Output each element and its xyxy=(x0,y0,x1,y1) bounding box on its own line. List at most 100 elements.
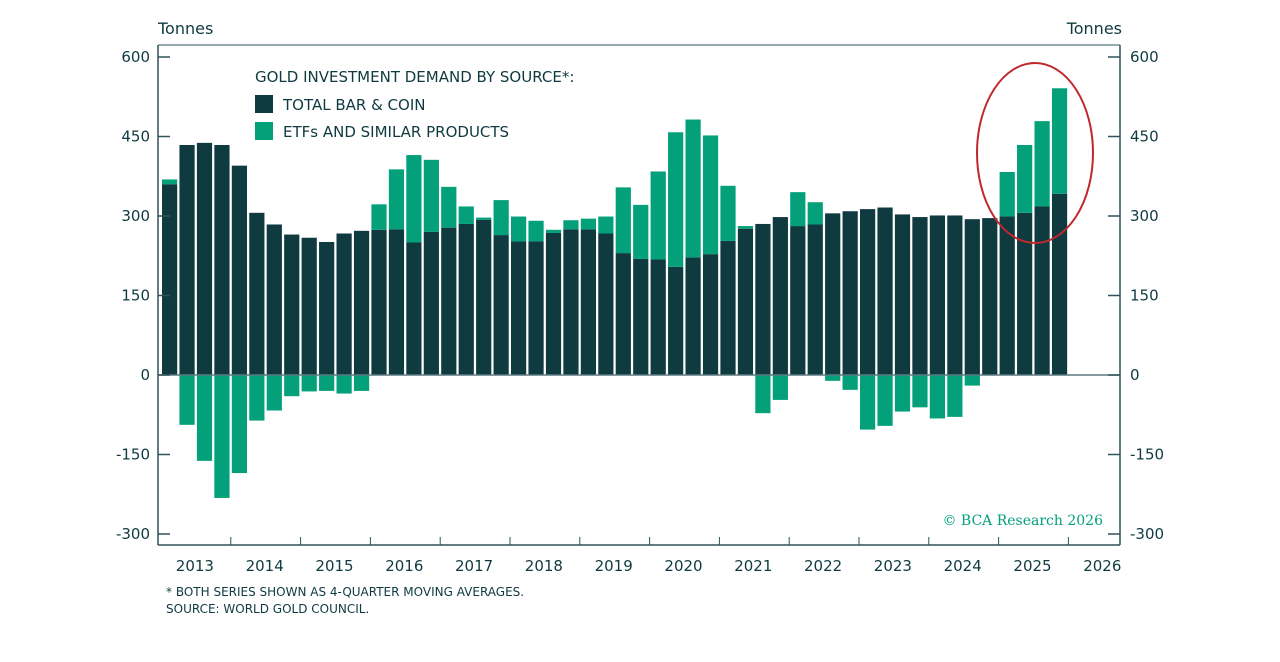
bar-coin-bar xyxy=(720,240,736,375)
etf-bar xyxy=(790,192,806,227)
y-tick-label-right: 0 xyxy=(1130,366,1140,384)
bar-coin-bar xyxy=(772,217,788,375)
etf-bar xyxy=(179,375,195,425)
etf-bar xyxy=(598,216,614,234)
etf-bar xyxy=(999,172,1015,217)
x-tick-label: 2017 xyxy=(455,557,493,575)
x-tick-label: 2015 xyxy=(315,557,353,575)
bar-coin-bar xyxy=(353,230,370,375)
etf-bar xyxy=(266,375,282,411)
y-tick-label-left: 600 xyxy=(121,48,150,66)
etf-bar xyxy=(912,375,928,408)
bar-coin-bar xyxy=(388,229,405,375)
bar-coin-bar xyxy=(301,237,317,375)
left-axis-title: Tonnes xyxy=(157,19,213,38)
y-tick-label-right: 450 xyxy=(1130,128,1159,146)
etf-bar xyxy=(668,132,684,267)
y-tick-label-right: -300 xyxy=(1130,525,1164,543)
bar-coin-bar xyxy=(615,253,631,375)
etf-bar xyxy=(406,155,422,243)
bar-coin-bar xyxy=(231,165,247,375)
etf-bar xyxy=(476,217,492,220)
x-tick-label: 2018 xyxy=(525,557,563,575)
etf-bar xyxy=(196,375,213,461)
y-tick-label-left: 450 xyxy=(121,128,150,146)
bar-coin-bar xyxy=(1051,193,1068,375)
etf-bar xyxy=(441,186,457,228)
etf-bar xyxy=(458,206,474,224)
etf-bar xyxy=(720,185,736,241)
y-tick-label-left: -300 xyxy=(116,525,150,543)
etf-bar xyxy=(545,229,562,233)
bar-coin-bar xyxy=(650,259,666,375)
bar-coin-bar xyxy=(633,258,649,375)
bar-coin-bar xyxy=(982,218,998,375)
etf-bar xyxy=(807,202,823,225)
etf-bar xyxy=(284,375,300,397)
etf-bar xyxy=(1034,121,1050,207)
bar-coin-bar xyxy=(179,144,195,375)
bar-coin-bar xyxy=(319,241,335,375)
bar-coin-bar xyxy=(1034,206,1050,375)
etf-bar xyxy=(511,216,527,242)
etf-bar xyxy=(825,375,841,381)
x-tick-label: 2021 xyxy=(734,557,772,575)
bar-coin-bar xyxy=(999,216,1015,375)
bar-coin-bar xyxy=(580,229,596,375)
bar-coin-bar xyxy=(423,231,439,375)
x-tick-label: 2020 xyxy=(664,557,702,575)
bar-coin-bar xyxy=(825,213,841,375)
etf-bar xyxy=(1017,144,1033,213)
bar-coin-bar xyxy=(371,229,387,375)
bar-coin-bar xyxy=(406,242,422,375)
source-note: SOURCE: WORLD GOLD COUNCIL. xyxy=(166,602,369,616)
bar-coin-bar xyxy=(476,219,492,375)
y-tick-label-right: -150 xyxy=(1130,446,1164,464)
bar-coin-bar xyxy=(1017,212,1033,375)
bar-coin-bar xyxy=(685,257,701,375)
etf-bar xyxy=(929,375,945,419)
etf-bar xyxy=(580,218,596,230)
bar-coin-bar xyxy=(458,223,474,375)
etf-bar xyxy=(162,179,178,185)
etf-bar xyxy=(528,220,544,242)
bar-coin-bar xyxy=(563,229,579,375)
x-tick-label: 2019 xyxy=(595,557,633,575)
x-tick-label: 2014 xyxy=(246,557,284,575)
etf-bar xyxy=(633,204,649,259)
etf-bar xyxy=(877,375,893,426)
bar-coin-bar xyxy=(964,219,980,375)
bar-coin-bar xyxy=(790,226,806,375)
etf-bar xyxy=(319,375,335,391)
y-tick-label-right: 300 xyxy=(1130,207,1159,225)
bar-coin-bar xyxy=(842,211,858,375)
y-tick-label-left: 150 xyxy=(121,287,150,305)
etf-bar xyxy=(772,375,788,400)
etf-bar xyxy=(231,375,247,474)
bar-coin-bar xyxy=(807,224,823,375)
bar-coin-bar xyxy=(947,215,963,375)
x-tick-label: 2013 xyxy=(176,557,214,575)
x-tick-label: 2016 xyxy=(385,557,423,575)
bar-coin-bar xyxy=(702,254,719,375)
etf-bar xyxy=(301,375,317,392)
etf-bar xyxy=(1051,88,1068,194)
bars xyxy=(162,88,1068,498)
y-tick-label-left: 0 xyxy=(140,366,150,384)
etf-bar xyxy=(650,171,666,260)
etf-bar xyxy=(755,375,771,414)
etf-bar xyxy=(842,375,858,390)
bar-coin-bar xyxy=(860,209,876,375)
bar-coin-bar xyxy=(284,234,300,375)
bar-coin-bar xyxy=(196,142,213,375)
etf-bar xyxy=(353,375,370,391)
legend-label-bar-coin: TOTAL BAR & COIN xyxy=(282,96,426,114)
x-tick-label: 2023 xyxy=(874,557,912,575)
etf-bar xyxy=(214,375,230,498)
bar-coin-bar xyxy=(441,227,457,375)
etf-bar xyxy=(894,375,911,412)
y-tick-label-right: 600 xyxy=(1130,48,1159,66)
etf-bar xyxy=(947,375,963,417)
etf-bar xyxy=(388,169,405,230)
